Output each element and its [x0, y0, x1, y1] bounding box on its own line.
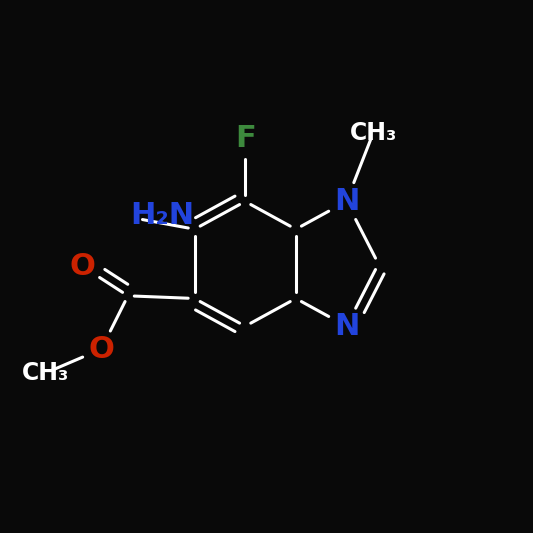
Text: F: F	[235, 124, 255, 153]
Text: N: N	[334, 187, 359, 216]
Text: O: O	[70, 252, 95, 281]
Text: CH₃: CH₃	[22, 361, 69, 385]
Text: H₂N: H₂N	[131, 201, 195, 230]
Text: N: N	[334, 312, 359, 341]
Text: CH₃: CH₃	[350, 121, 397, 146]
Text: O: O	[88, 335, 114, 364]
